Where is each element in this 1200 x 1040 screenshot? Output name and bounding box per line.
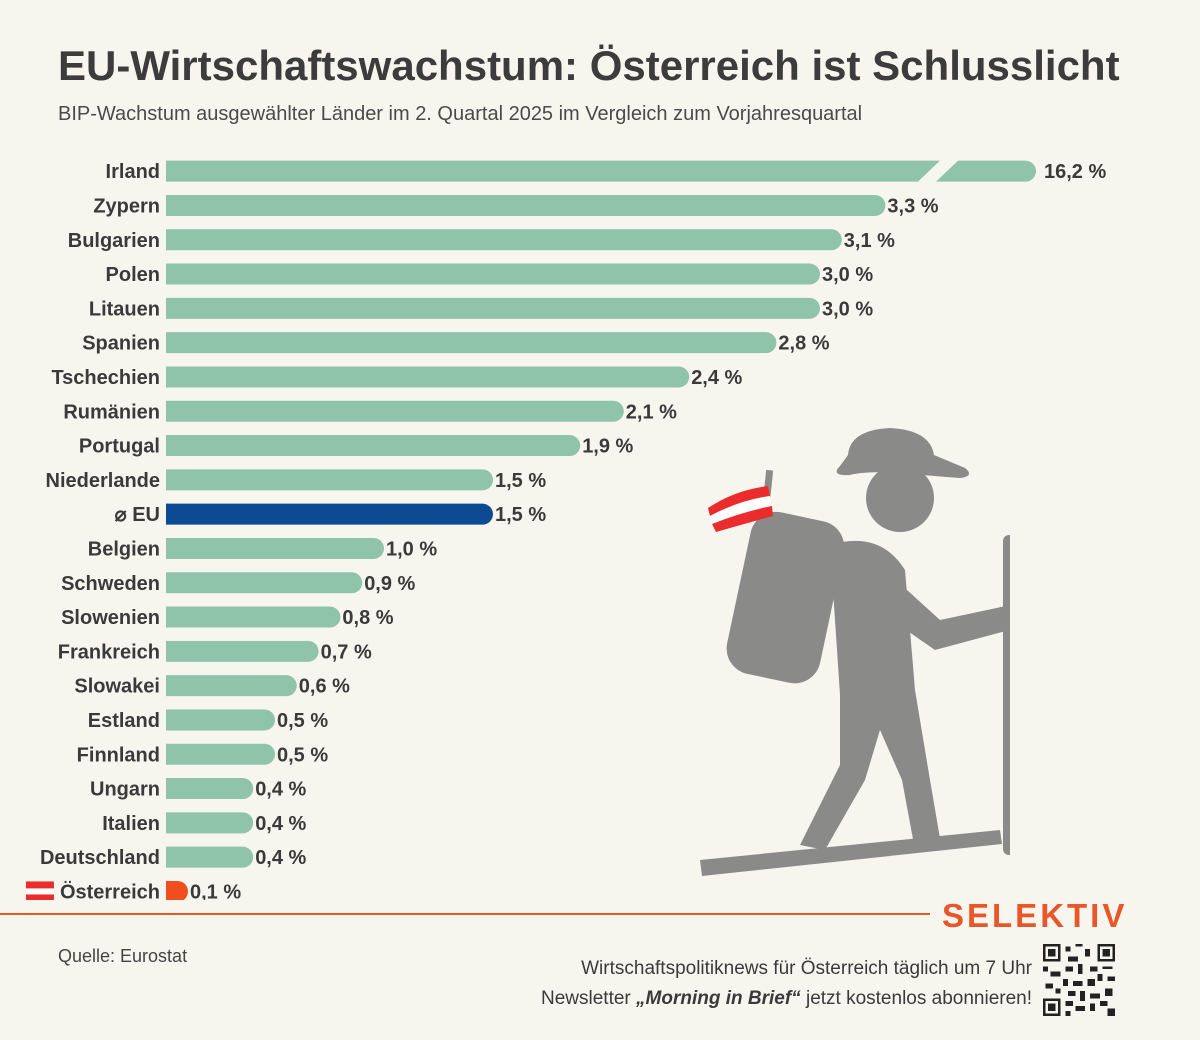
value-label: 0,7 %	[321, 641, 372, 663]
bar	[166, 606, 341, 628]
source-note: Quelle: Eurostat	[58, 946, 188, 966]
bar	[166, 400, 624, 422]
hiker-with-austrian-flag-icon	[700, 428, 1010, 876]
bar	[166, 572, 363, 594]
value-label: 1,5 %	[495, 470, 546, 492]
value-label: 1,9 %	[582, 436, 633, 458]
value-label: 2,4 %	[691, 367, 742, 389]
category-label: Estland	[88, 710, 160, 732]
value-label: 3,1 %	[844, 230, 895, 252]
value-label: 3,0 %	[822, 298, 873, 320]
category-label: ⌀ EU	[115, 504, 160, 526]
promo-line-1: Wirtschaftspolitiknews für Österreich tä…	[581, 958, 1032, 979]
bar	[166, 297, 820, 319]
category-label: Österreich	[60, 880, 160, 900]
category-label: Frankreich	[58, 641, 160, 663]
category-label: Portugal	[79, 436, 160, 458]
value-label: 3,3 %	[887, 195, 938, 217]
value-label: 2,8 %	[778, 333, 829, 355]
bar	[166, 469, 493, 491]
category-label: Zypern	[93, 195, 160, 217]
bar	[166, 709, 275, 731]
value-label: 16,2 %	[1044, 161, 1106, 183]
value-label: 0,6 %	[299, 676, 350, 698]
category-label: Deutschland	[40, 847, 160, 869]
value-label: 2,1 %	[626, 401, 677, 423]
category-label: Litauen	[89, 298, 160, 320]
austria-flag-icon	[25, 881, 54, 900]
bar	[166, 675, 297, 697]
bar-segment	[166, 160, 940, 182]
value-label: 1,5 %	[495, 504, 546, 526]
value-label: 3,0 %	[822, 264, 873, 286]
bar	[166, 880, 188, 900]
category-label: Rumänien	[63, 401, 160, 423]
category-label: Finnland	[77, 744, 160, 766]
category-label: Slowenien	[61, 607, 160, 629]
bar	[166, 846, 254, 868]
value-label: 0,8 %	[342, 607, 393, 629]
chart-subtitle: BIP-Wachstum ausgewählter Länder im 2. Q…	[58, 103, 863, 125]
value-label: 0,5 %	[277, 710, 328, 732]
footer-divider	[0, 913, 930, 915]
value-label: 1,0 %	[386, 538, 437, 560]
category-label: Polen	[106, 264, 160, 286]
category-label: Ungarn	[90, 779, 160, 801]
category-label: Slowakei	[74, 676, 160, 698]
value-label: 0,4 %	[255, 813, 306, 835]
promo-line-2: Newsletter „Morning in Brief“ jetzt kost…	[541, 988, 1032, 1009]
brand-logo: SELEKTIV	[942, 897, 1128, 934]
category-label: Irland	[106, 161, 160, 183]
chart-title: EU-Wirtschaftswachstum: Österreich ist S…	[58, 42, 1120, 89]
bar	[936, 160, 1037, 182]
value-label: 0,5 %	[277, 744, 328, 766]
bar	[166, 743, 275, 765]
bar	[166, 812, 254, 834]
category-label: Belgien	[88, 538, 160, 560]
category-label: Tschechien	[51, 367, 160, 389]
bar-chart: Irland 16,2 % Zypern 3,3 % Bulgarien 3,1 % Pol…	[25, 160, 1106, 900]
value-label: 0,1 %	[190, 881, 241, 900]
category-label: Schweden	[61, 573, 160, 595]
value-label: 0,4 %	[255, 847, 306, 869]
bar	[166, 503, 493, 525]
category-label: Niederlande	[46, 470, 160, 492]
qr-code-icon[interactable]	[1043, 944, 1115, 1016]
value-label: 0,4 %	[255, 779, 306, 801]
newsletter-promo[interactable]: Wirtschaftspolitiknews für Österreich tä…	[541, 954, 1032, 1014]
category-label: Spanien	[82, 333, 160, 355]
bar	[166, 640, 319, 662]
bar	[166, 778, 254, 800]
bar	[166, 332, 777, 354]
category-label: Italien	[102, 813, 160, 835]
bar	[166, 537, 385, 559]
bar	[166, 435, 581, 457]
bar	[166, 194, 886, 216]
category-label: Bulgarien	[68, 230, 160, 252]
bar	[166, 366, 690, 388]
value-label: 0,9 %	[364, 573, 415, 595]
bar	[166, 229, 842, 251]
bar	[166, 263, 820, 285]
